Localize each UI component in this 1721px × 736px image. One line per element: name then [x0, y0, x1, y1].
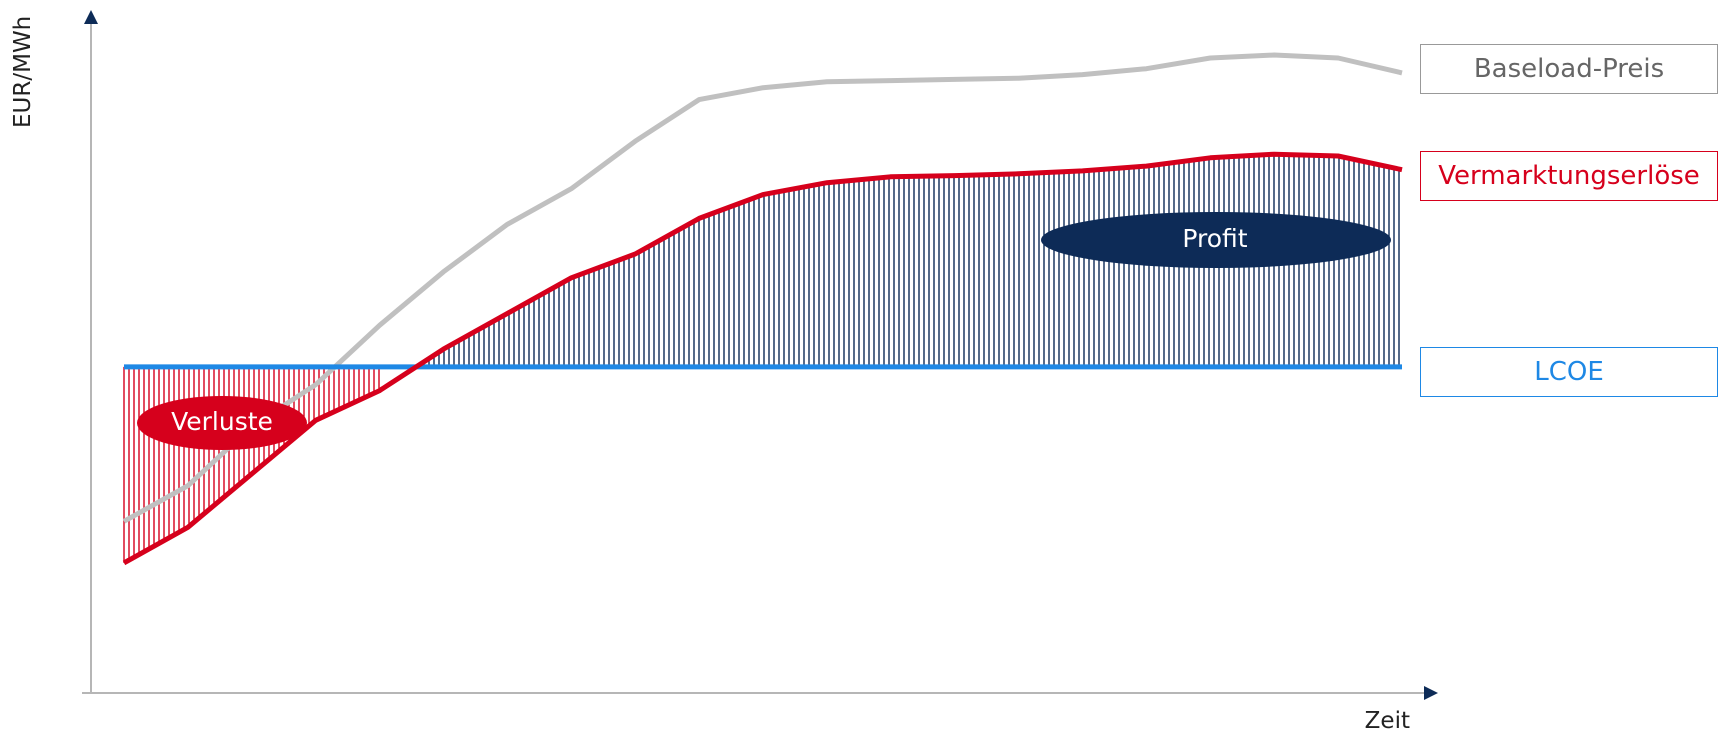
- legend-lcoe: LCOE: [1420, 347, 1718, 397]
- verluste-annotation-pill: [137, 396, 307, 450]
- legend-label-vermarktungserloese: Vermarktungserlöse: [1438, 161, 1700, 191]
- profit-label: Profit: [1182, 224, 1248, 253]
- loss-hatch-area: [123, 366, 380, 563]
- legend-baseload-preis: Baseload-Preis: [1420, 44, 1718, 94]
- y-axis-title: EUR/MWh: [10, 15, 36, 128]
- series-line-vermarktungserloese: [122, 151, 1403, 566]
- x-axis-arrow-icon: [1424, 686, 1438, 700]
- x-axis-title: Zeit: [1364, 708, 1410, 734]
- legend-vermarktungserloese: Vermarktungserlöse: [1420, 151, 1718, 201]
- verluste-label: Verluste: [171, 407, 273, 436]
- series-line-baseload-preis: [122, 52, 1403, 524]
- y-axis-arrow-icon: [84, 10, 98, 24]
- legend-label-lcoe: LCOE: [1534, 357, 1604, 387]
- legend-label-baseload-preis: Baseload-Preis: [1473, 54, 1665, 84]
- profit-annotation-pill: [1041, 212, 1391, 268]
